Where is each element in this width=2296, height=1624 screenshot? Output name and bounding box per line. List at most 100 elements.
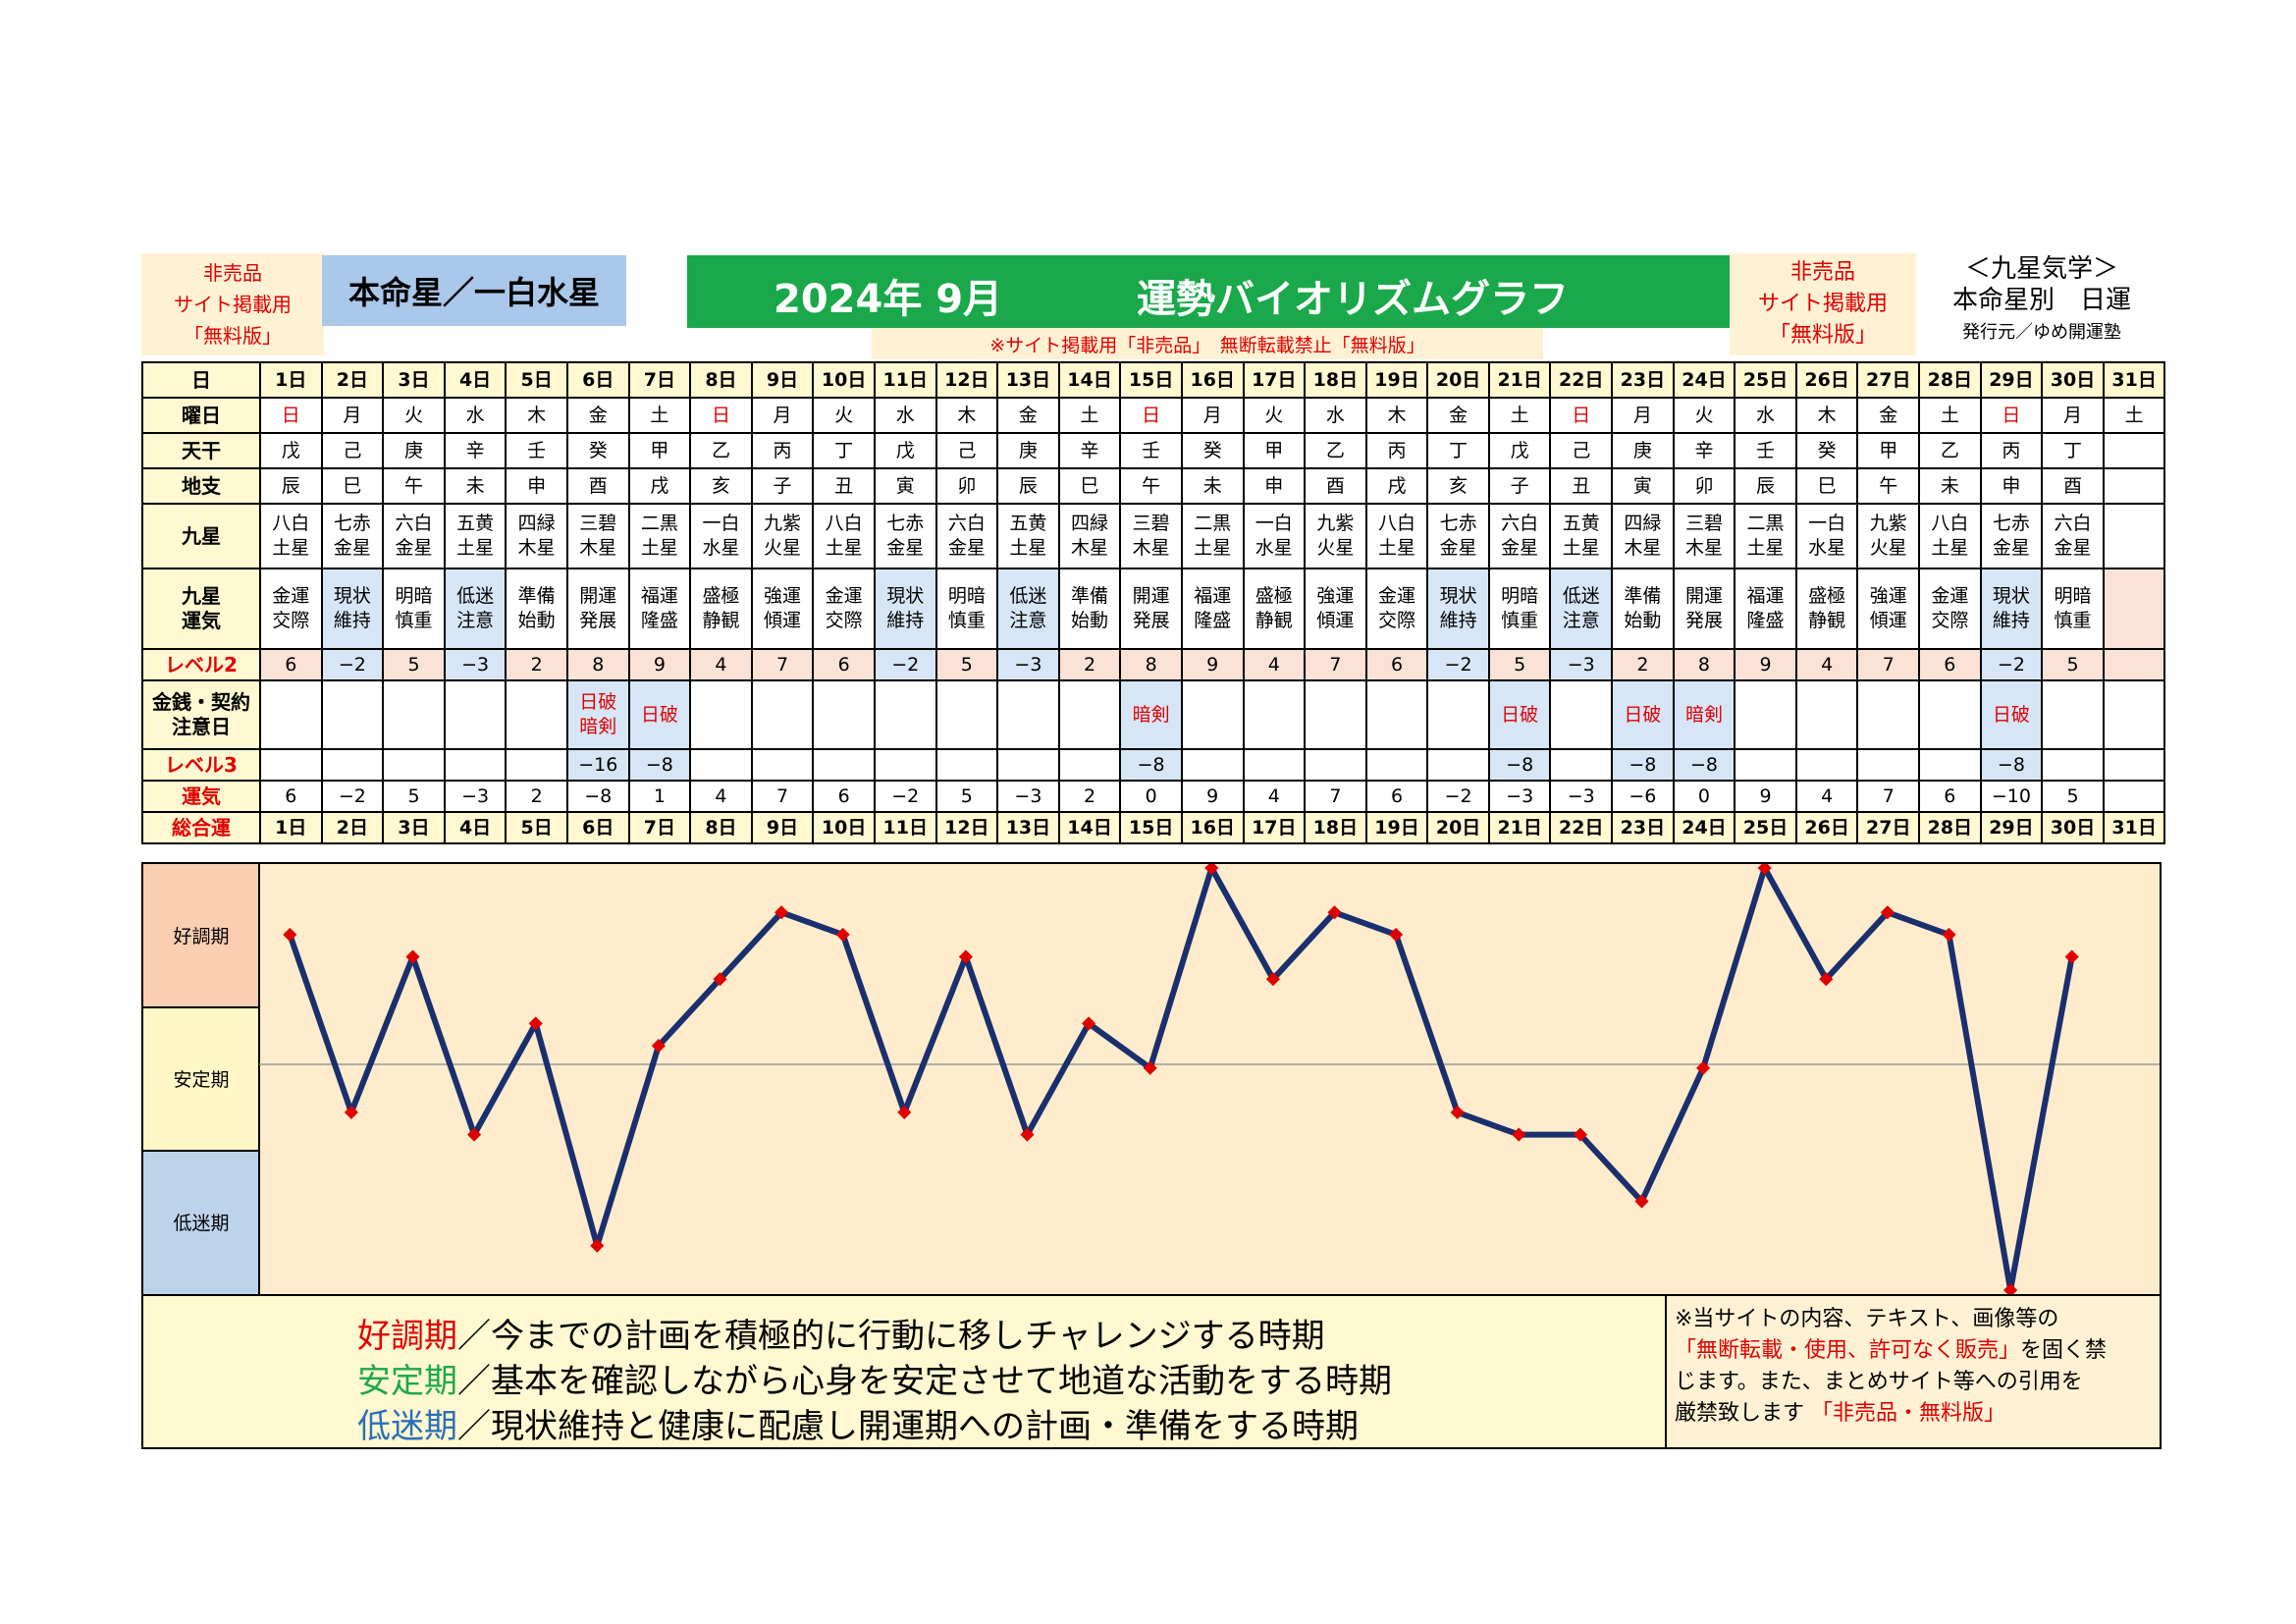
day-cell: 21日 (1487, 361, 1552, 399)
weekday-text: 木 (1387, 404, 1407, 426)
chishi-cell: 申 (1242, 467, 1307, 505)
level2-cell: 8 (565, 648, 630, 681)
level3-cell: −8 (1611, 748, 1675, 782)
kyusei-cell: 五黄 土星 (996, 503, 1060, 569)
unki-text: 静観 (1255, 610, 1293, 631)
money-cell (812, 679, 876, 750)
level3-cell (505, 748, 568, 782)
money-cell (320, 679, 385, 750)
kyusei-text: 二黒 (1746, 513, 1785, 534)
day-cell: 9日 (750, 811, 815, 844)
right-notice-line1: 非売品 (1789, 260, 1855, 285)
unki-text: 交際 (1377, 610, 1415, 631)
level2-cell: −3 (443, 648, 507, 681)
kyusei-cell: 一白 水星 (1794, 503, 1859, 569)
total-text: 5 (960, 785, 973, 807)
kyusei-text: 六白 (1501, 513, 1539, 534)
weekday-cell: 水 (873, 397, 937, 434)
day-text: 30日 (2050, 368, 2096, 391)
chishi-cell: 未 (1180, 467, 1245, 505)
unki-text: 準備 (1071, 585, 1109, 607)
weekday-cell: 水 (1304, 397, 1367, 434)
chishi-cell: 卯 (1672, 467, 1736, 505)
tenkan-cell: 丙 (1364, 432, 1429, 469)
day-cell: 29日 (1979, 811, 2044, 844)
day-text: 27日 (1866, 816, 1911, 839)
total-text: 4 (715, 785, 727, 807)
note-line1: ※当サイトの内容、テキスト、画像等の (1675, 1307, 2059, 1331)
level3-cell (873, 748, 937, 782)
kyusei-text: 七赤 (886, 513, 925, 534)
kyusei-text: 火星 (1316, 537, 1355, 559)
level2-text: 2 (1636, 653, 1649, 676)
money-cell: 日破 (1979, 679, 2044, 750)
total-cell: −2 (320, 780, 385, 813)
kyusei-text: 土星 (1746, 537, 1785, 559)
chishi-text: 亥 (1449, 474, 1468, 497)
unki-cell: 金運 交際 (259, 568, 323, 650)
money-cell (1426, 679, 1490, 750)
weekday-text: 火 (834, 404, 854, 426)
chishi-text: 未 (465, 474, 485, 497)
tenkan-cell: 壬 (505, 432, 568, 469)
kyusei-cell: 八白 土星 (1364, 503, 1429, 569)
unki-text: 注意 (1562, 610, 1600, 631)
day-cell: 8日 (689, 811, 753, 844)
tenkan-cell: 乙 (689, 432, 753, 469)
kyusei-cell: 九紫 火星 (750, 503, 815, 569)
tenkan-text: 癸 (1817, 439, 1837, 461)
level2-text: 6 (837, 653, 850, 676)
kyusei-cell: 七赤 金星 (1979, 503, 2044, 569)
day-cell: 17日 (1242, 361, 1307, 399)
total-text: 4 (1267, 785, 1280, 807)
money-cell (1180, 679, 1245, 750)
unki-text: 金運 (272, 585, 310, 607)
tenkan-text: 丁 (1449, 439, 1468, 461)
unki-text: 準備 (517, 585, 556, 607)
level2-text: 2 (1083, 653, 1096, 676)
kyusei-text: 土星 (272, 537, 310, 559)
total-text: 7 (776, 785, 789, 807)
level3-cell (934, 748, 999, 782)
weekday-cell: 木 (505, 397, 568, 434)
kyusei-text: 金星 (333, 537, 371, 559)
tenkan-text: 丁 (2063, 439, 2083, 461)
data-point (1819, 972, 1834, 987)
tenkan-text: 戊 (895, 439, 915, 461)
kyusei-text: 七赤 (1439, 513, 1477, 534)
level2-cell: 7 (1304, 648, 1367, 681)
kyusei-text: 二黒 (640, 513, 678, 534)
weekday-cell: 火 (382, 397, 446, 434)
chishi-text: 未 (1940, 474, 1959, 497)
level3-text: −8 (1689, 753, 1718, 776)
title-main: 運勢バイオリズムグラフ (1137, 277, 1569, 322)
chishi-cell: 酉 (1304, 467, 1367, 505)
right-notice: 非売品 サイト掲載用 「無料版」 (1730, 253, 1916, 355)
day-text: 26日 (1804, 816, 1849, 839)
level2-text: 7 (1329, 653, 1342, 676)
day-cell: 18日 (1304, 811, 1367, 844)
day-cell: 3日 (382, 361, 446, 399)
chishi-text: 申 (1264, 474, 1284, 497)
level2-cell: 6 (812, 648, 876, 681)
total-cell: 2 (1057, 780, 1122, 813)
day-cell: 24日 (1672, 361, 1736, 399)
publisher: 発行元／ゆめ開運塾 (1962, 322, 2121, 343)
fortune-table: 日 1日 2日 3日 4日 5日 6日 7日 8日 9日 10日 11日 12日 13日 14日 15日 16日… (141, 361, 2166, 844)
weekday-text: 金 (588, 404, 608, 426)
day-text: 18日 (1312, 368, 1359, 391)
total-cell: 5 (934, 780, 999, 813)
chishi-cell: 戌 (1364, 467, 1429, 505)
level3-cell (259, 748, 323, 782)
data-point (1880, 905, 1895, 920)
kyusei-cell: 五黄 土星 (443, 503, 507, 569)
weekday-text: 日 (281, 404, 300, 426)
day-text: 22日 (1559, 816, 1604, 839)
unki-cell: 福運 隆盛 (1180, 568, 1245, 650)
note-line4: 厳禁致します 「非売品・無料版」 (1675, 1398, 2160, 1430)
weekday-cell: 月 (320, 397, 385, 434)
unki-text: 現状 (1992, 585, 2030, 607)
unki-text: 低迷 (456, 585, 495, 607)
chishi-cell: 巳 (1794, 467, 1859, 505)
unki-cell: 明暗 慎重 (1487, 568, 1552, 650)
